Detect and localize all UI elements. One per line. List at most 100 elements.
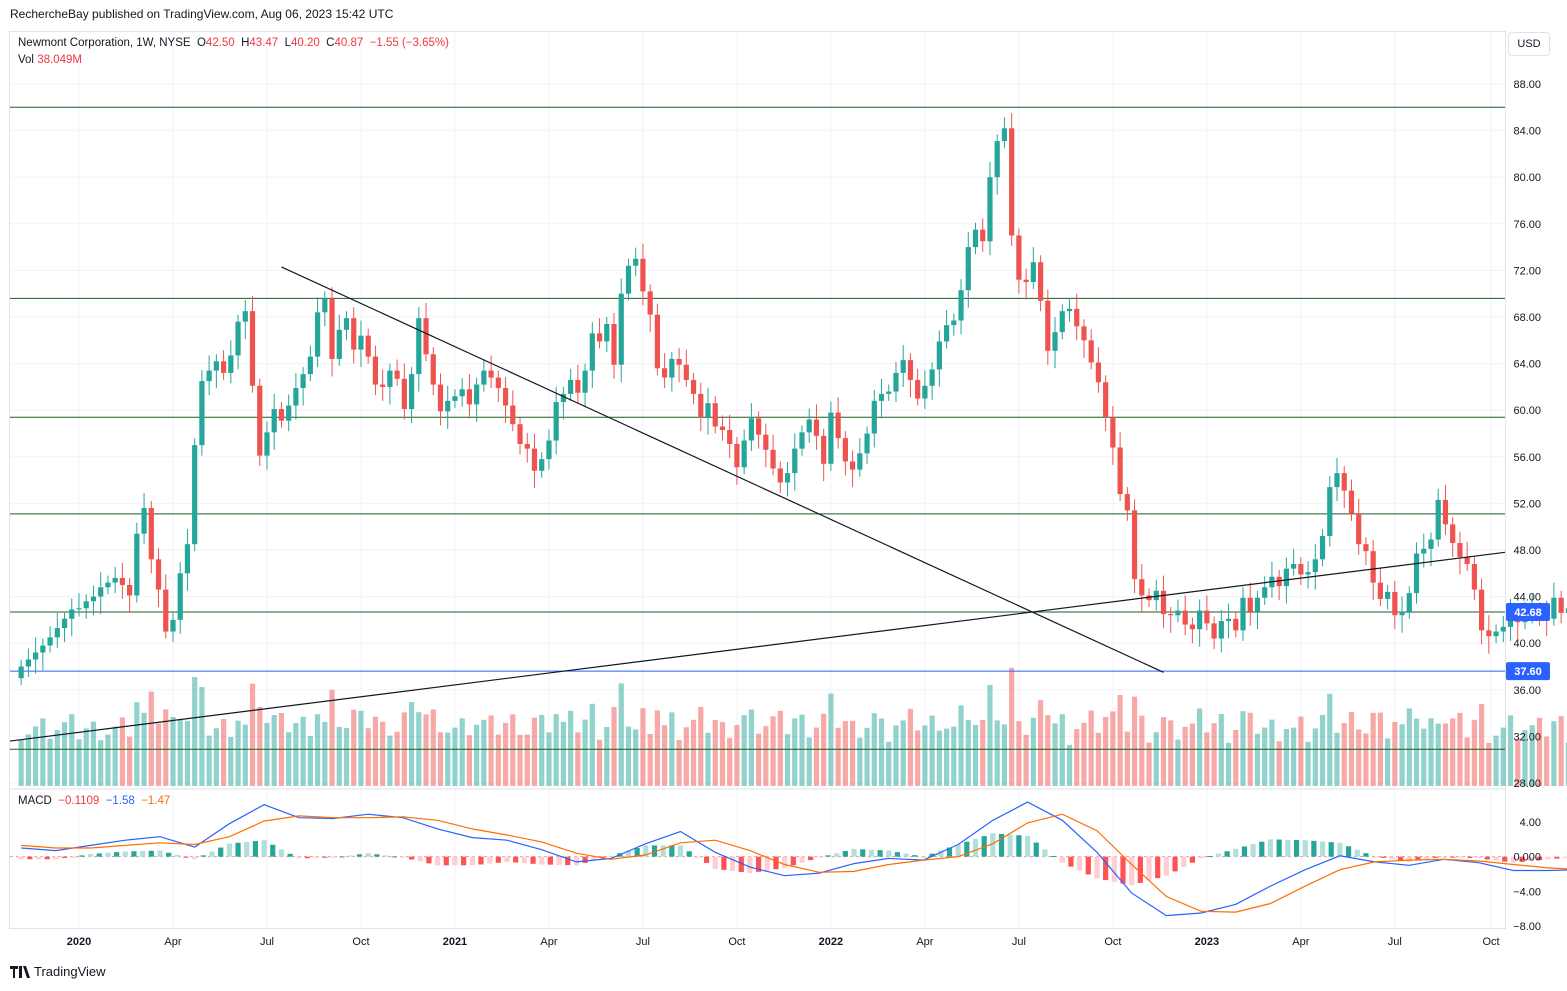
candle-body — [900, 360, 906, 373]
volume-bar — [596, 739, 603, 786]
macd-histogram-bar — [625, 850, 632, 857]
macd-histogram-bar — [1484, 856, 1490, 860]
candle-body — [1153, 590, 1159, 601]
volume-bar — [1312, 728, 1318, 786]
volume-bar — [430, 709, 436, 786]
volume-bar — [1240, 711, 1246, 786]
macd-histogram-bar — [122, 851, 128, 857]
candle-body — [445, 400, 451, 412]
candle-body — [1435, 499, 1441, 540]
candle-body — [83, 601, 89, 609]
candle-body — [1233, 618, 1239, 631]
macd-histogram-bar — [677, 845, 684, 857]
macd-histogram-bar — [278, 849, 285, 857]
candle-body — [155, 559, 162, 590]
tradingview-logo[interactable]: TradingView — [10, 964, 106, 979]
signal-line — [21, 813, 1567, 913]
macd-histogram-bar — [842, 851, 848, 857]
macd-histogram-bar — [504, 856, 510, 862]
volume-bar — [1211, 723, 1217, 786]
candle-body — [141, 508, 147, 534]
macd-histogram-bar — [1007, 834, 1013, 857]
volume-bar — [1536, 717, 1543, 786]
macd-histogram-bar — [1207, 856, 1213, 858]
candle-body — [625, 265, 632, 294]
candle-body — [192, 445, 198, 545]
volume-bar — [474, 724, 480, 786]
volume-bar — [1276, 741, 1282, 786]
volume-bars — [18, 667, 1567, 786]
macd-histogram-bar — [660, 845, 666, 857]
volume-bar — [119, 717, 125, 786]
candle-body — [662, 368, 668, 378]
candle-body — [972, 229, 979, 248]
macd-histogram-bar — [261, 840, 267, 857]
volume-bar — [1428, 718, 1434, 786]
candle-body — [958, 290, 964, 321]
macd-histogram-bar — [1241, 846, 1248, 857]
candle-body — [857, 453, 863, 470]
volume-bar — [1500, 727, 1506, 786]
candle-body — [871, 400, 877, 434]
macd-histogram-bar — [556, 856, 562, 865]
macd-histogram-bar — [1528, 856, 1534, 861]
volume-bar — [220, 719, 227, 786]
candle-body — [1500, 626, 1506, 632]
candle-body — [510, 405, 516, 425]
support-price-badge-text: 37.60 — [1514, 666, 1542, 678]
candle-body — [676, 358, 682, 365]
volume-bar — [25, 734, 31, 786]
time-tick-label: Oct — [728, 936, 745, 948]
volume-bar — [1131, 696, 1138, 786]
volume-bar — [1081, 722, 1087, 786]
volume-bar — [806, 737, 812, 786]
symbol-title: Newmont Corporation, 1W, NYSE — [18, 37, 191, 49]
macd-histogram-bar — [356, 854, 363, 857]
volume-bar — [589, 703, 595, 786]
open-label: O — [196, 37, 206, 49]
macd-histogram-bar — [79, 855, 85, 857]
candle-body — [1081, 326, 1087, 341]
macd-histogram-bar — [990, 833, 996, 857]
macd-histogram-bar — [113, 852, 120, 857]
candle-body — [336, 329, 342, 359]
price-tick-label: 56.00 — [1513, 452, 1541, 464]
macd-histogram-bar — [1016, 835, 1022, 857]
macd-histogram-bar — [252, 841, 259, 857]
candle-body — [495, 377, 501, 389]
currency-button[interactable]: USD — [1508, 32, 1550, 56]
macd-line — [21, 801, 1567, 917]
candle-body — [1045, 300, 1051, 351]
macd-histogram-bar — [920, 856, 927, 858]
macd-histogram-bar — [1380, 856, 1386, 858]
macd-histogram-bar — [244, 841, 250, 857]
macd-histogram-bar — [1137, 856, 1143, 883]
macd-histogram-bar — [487, 856, 493, 864]
price-tick-label: 52.00 — [1513, 498, 1541, 510]
macd-histogram-bar — [1024, 835, 1031, 857]
volume-bar — [980, 720, 986, 786]
volume-bar — [756, 733, 762, 786]
candle-body — [452, 396, 458, 401]
volume-bar — [47, 738, 53, 786]
macd-histogram-bar — [96, 853, 102, 857]
macd-histogram-bar — [1267, 839, 1274, 857]
volume-bar — [936, 730, 942, 786]
candle-body — [1175, 610, 1181, 616]
volume-bar — [719, 722, 726, 786]
uptrend-line — [9, 551, 1506, 742]
volume-bar — [127, 736, 133, 786]
macd-histogram-bar — [157, 850, 163, 857]
candle-body — [286, 405, 292, 421]
volume-bar — [1558, 716, 1564, 786]
candle-body — [763, 434, 769, 450]
candles — [18, 113, 1567, 686]
candle-body — [792, 448, 798, 474]
support-price-badge — [1506, 662, 1550, 681]
macd-histogram-bar — [1250, 844, 1256, 857]
volume-bar — [358, 710, 364, 786]
candle-body — [502, 388, 509, 406]
macd-histogram-bar — [825, 855, 831, 857]
volume-bar — [907, 708, 914, 786]
